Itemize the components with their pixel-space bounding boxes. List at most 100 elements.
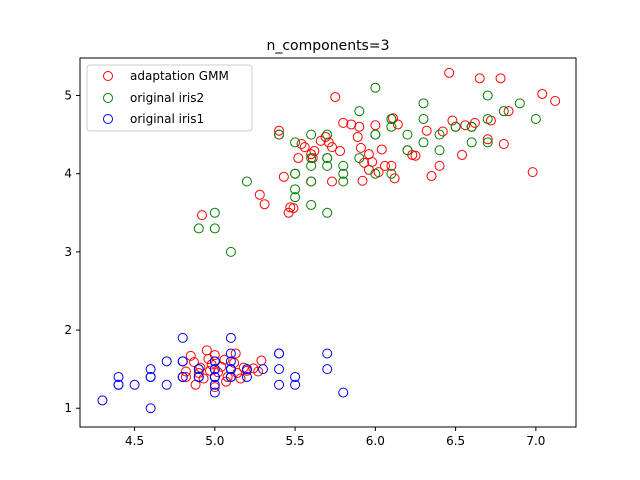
- y-tick-label-1: 2: [64, 323, 72, 337]
- point-original-iris1-43: [274, 348, 285, 359]
- point-original-iris1-4: [129, 379, 140, 390]
- point-adaptation-gmm-70: [392, 119, 403, 130]
- point-original-iris1-1: [113, 371, 124, 382]
- point-original-iris2-29: [370, 82, 381, 93]
- point-original-iris2-0: [193, 223, 204, 234]
- point-original-iris2-13: [306, 160, 317, 171]
- legend-label-original-iris1: original iris1: [130, 112, 204, 126]
- point-original-iris2-38: [418, 137, 429, 148]
- point-adaptation-gmm-47: [320, 131, 331, 142]
- point-original-iris1-31: [225, 348, 236, 359]
- point-adaptation-gmm-39: [293, 153, 304, 164]
- point-adaptation-gmm-44: [309, 146, 320, 157]
- point-adaptation-gmm-15: [219, 354, 230, 365]
- point-adaptation-gmm-27: [180, 371, 191, 382]
- point-original-iris2-47: [498, 106, 509, 117]
- point-original-iris1-15: [177, 356, 188, 367]
- point-adaptation-gmm-56: [354, 121, 365, 132]
- point-original-iris2-15: [306, 199, 317, 210]
- point-original-iris2-27: [370, 129, 381, 140]
- point-adaptation-gmm-2: [188, 357, 199, 368]
- point-adaptation-gmm-31: [254, 189, 265, 200]
- point-original-iris2-7: [290, 168, 301, 179]
- point-adaptation-gmm-78: [444, 67, 455, 78]
- point-original-iris1-14: [177, 332, 188, 343]
- point-original-iris1-39: [257, 364, 268, 375]
- point-original-iris1-6: [145, 403, 156, 414]
- point-adaptation-gmm-41: [299, 142, 310, 153]
- point-original-iris1-49: [209, 371, 220, 382]
- point-adaptation-gmm-51: [335, 146, 346, 157]
- point-original-iris2-1: [209, 223, 220, 234]
- point-original-iris1-18: [193, 364, 204, 375]
- point-original-iris1-22: [209, 387, 220, 398]
- point-original-iris2-16: [322, 129, 333, 140]
- point-original-iris2-40: [434, 145, 445, 156]
- point-original-iris2-11: [306, 129, 317, 140]
- point-adaptation-gmm-79: [447, 115, 458, 126]
- point-adaptation-gmm-65: [376, 144, 387, 155]
- point-original-iris2-36: [418, 98, 429, 109]
- point-adaptation-gmm-49: [327, 142, 338, 153]
- point-original-iris1-19: [193, 371, 204, 382]
- point-original-iris2-18: [322, 153, 333, 164]
- x-tick-label-2: 5.5: [286, 434, 305, 448]
- point-original-iris2-42: [466, 121, 477, 132]
- point-original-iris2-12: [306, 153, 317, 164]
- point-adaptation-gmm-10: [209, 382, 220, 393]
- legend: adaptation GMM original iris2 original i…: [86, 64, 253, 132]
- point-original-iris1-3: [113, 379, 124, 390]
- point-adaptation-gmm-25: [253, 366, 264, 377]
- point-original-iris2-25: [354, 153, 365, 164]
- point-original-iris1-45: [290, 379, 301, 390]
- point-original-iris1-37: [241, 371, 252, 382]
- point-adaptation-gmm-67: [386, 160, 397, 171]
- point-original-iris1-9: [161, 379, 172, 390]
- point-original-iris2-44: [482, 113, 493, 124]
- point-original-iris1-7: [145, 371, 156, 382]
- point-adaptation-gmm-91: [527, 167, 538, 178]
- legend-label-original-iris2: original iris2: [130, 91, 204, 105]
- point-adaptation-gmm-86: [482, 134, 493, 145]
- point-original-iris2-43: [466, 137, 477, 148]
- point-original-iris1-25: [209, 356, 220, 367]
- point-original-iris1-33: [225, 332, 236, 343]
- point-original-iris1-13: [177, 371, 188, 382]
- x-tick-label-0: 4.5: [125, 434, 144, 448]
- point-adaptation-gmm-21: [235, 373, 246, 384]
- point-original-iris2-28: [370, 168, 381, 179]
- x-tick-label-4: 6.5: [446, 434, 465, 448]
- point-original-iris2-48: [514, 98, 525, 109]
- point-original-iris2-41: [450, 121, 461, 132]
- y-tick-label-4: 5: [64, 89, 72, 103]
- y-tick-label-0: 1: [64, 401, 72, 415]
- point-adaptation-gmm-76: [434, 160, 445, 171]
- point-adaptation-gmm-88: [495, 73, 506, 84]
- x-tick-label-5: 7.0: [526, 434, 545, 448]
- legend-marker-adaptation-gmm: [103, 71, 113, 81]
- point-adaptation-gmm-52: [327, 176, 338, 187]
- point-original-iris1-35: [225, 371, 236, 382]
- point-original-iris1-0: [97, 395, 108, 406]
- points-layer: [97, 67, 561, 414]
- point-original-iris2-2: [209, 207, 220, 218]
- point-original-iris2-46: [482, 90, 493, 101]
- point-original-iris2-9: [290, 184, 301, 195]
- point-adaptation-gmm-32: [259, 199, 270, 210]
- point-original-iris2-32: [386, 121, 397, 132]
- point-original-iris2-3: [225, 246, 236, 257]
- legend-marker-original-iris2: [103, 93, 113, 103]
- point-adaptation-gmm-6: [198, 373, 209, 384]
- point-original-iris1-8: [145, 364, 156, 375]
- point-original-iris2-20: [322, 207, 333, 218]
- point-original-iris2-14: [306, 176, 317, 187]
- point-adaptation-gmm-28: [203, 353, 214, 364]
- point-original-iris2-37: [418, 113, 429, 124]
- point-original-iris1-38: [241, 364, 252, 375]
- point-original-iris2-8: [290, 192, 301, 203]
- point-adaptation-gmm-85: [474, 73, 485, 84]
- point-original-iris1-46: [322, 364, 333, 375]
- y-axis: 1 2 3 4 5: [64, 89, 80, 415]
- chart-title: n_components=3: [266, 38, 389, 54]
